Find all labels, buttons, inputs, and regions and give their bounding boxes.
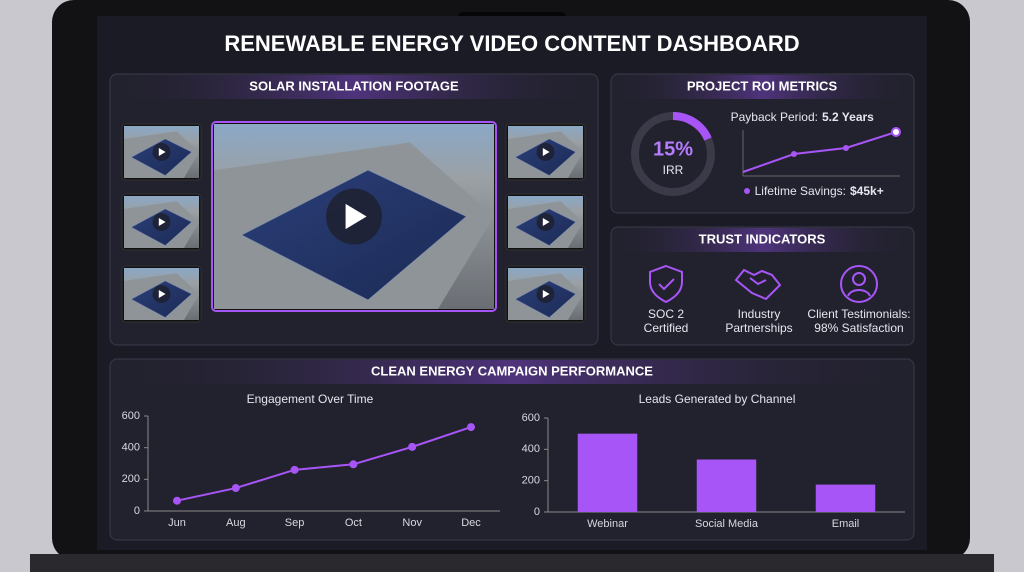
x-tick-label: Dec: [461, 517, 481, 529]
line: [176, 426, 472, 502]
roi-panel: [610, 73, 915, 214]
y-tick-label: 600: [522, 412, 540, 424]
sparkline-dot: [891, 127, 901, 137]
chart-title: Engagement Over Time: [247, 392, 374, 406]
x-tick-label: Email: [832, 518, 860, 530]
play-icon: [542, 289, 550, 299]
point: [349, 460, 358, 469]
point: [173, 496, 181, 505]
trust-label: Client Testimonials:: [807, 307, 910, 321]
title: RENEWABLE ENERGY VIDEO CONTENT DASHBOARD: [224, 31, 799, 56]
y-tick-label: 400: [522, 443, 540, 455]
point: [467, 423, 475, 432]
video-thumbnail[interactable]: [121, 123, 202, 181]
y-tick-label: 0: [134, 505, 140, 517]
video-thumbnail[interactable]: [121, 193, 202, 251]
video-thumbnail[interactable]: [121, 265, 202, 323]
chart-title: Leads Generated by Channel: [639, 392, 796, 406]
video-thumbnail[interactable]: [505, 193, 586, 251]
panel-title: CLEAN ENERGY CAMPAIGN PERFORMANCE: [371, 363, 653, 378]
video-gallery[interactable]: [121, 121, 586, 323]
check-icon: [658, 278, 675, 291]
play-icon: [158, 217, 166, 227]
trust-label: 98% Satisfaction: [814, 321, 903, 335]
y-tick-label: 400: [122, 442, 140, 454]
x-tick-label: Social Media: [695, 518, 759, 530]
trust-label: SOC 2: [648, 307, 684, 321]
play-icon: [542, 217, 550, 227]
panel-header: [612, 75, 913, 99]
play-icon: [158, 289, 166, 299]
play-icon: [158, 147, 166, 157]
bullet: [744, 188, 750, 194]
x-tick-label: Nov: [402, 517, 422, 529]
bar: [815, 484, 876, 512]
sparkline-dot: [791, 151, 797, 157]
irr-label: IRR: [663, 163, 684, 177]
x-tick-label: Webinar: [587, 518, 628, 530]
point: [231, 484, 240, 493]
panel-header: [111, 360, 913, 384]
person-body: [847, 289, 871, 297]
x-tick-label: Aug: [226, 517, 246, 529]
savings-label: Lifetime Savings:: [755, 184, 846, 198]
x-tick-label: Jun: [168, 517, 186, 529]
panel-header: [612, 228, 913, 252]
point: [290, 465, 299, 474]
payback-label: Payback Period:: [731, 110, 818, 124]
irr-gauge-arc: [672, 111, 712, 141]
panel-title: SOLAR INSTALLATION FOOTAGE: [249, 78, 459, 93]
bar: [696, 459, 757, 512]
savings-value: $45k+: [850, 184, 884, 198]
person-head: [852, 272, 866, 286]
y-tick-label: 200: [122, 473, 140, 485]
campaign-panel: [109, 358, 915, 541]
trust-icons: [649, 264, 878, 304]
panel-header: [111, 75, 597, 99]
payback-value: 5.2 Years: [822, 110, 874, 124]
trust-panel: [610, 226, 915, 346]
panel-title: TRUST INDICATORS: [699, 231, 826, 246]
trust-label: Industry: [738, 307, 781, 321]
play-icon: [345, 203, 367, 230]
y-tick-label: 0: [534, 506, 540, 518]
play-icon: [542, 147, 550, 157]
point: [408, 442, 417, 451]
main-video[interactable]: [211, 121, 497, 312]
sparkline-dot: [843, 145, 849, 151]
x-tick-label: Oct: [345, 517, 362, 529]
handshake-icon: [734, 268, 782, 301]
video-thumbnail[interactable]: [505, 265, 586, 323]
video-thumbnail[interactable]: [505, 123, 586, 181]
laptop-base: [30, 554, 994, 572]
panel-title: PROJECT ROI METRICS: [687, 78, 838, 93]
y-tick-label: 200: [522, 475, 540, 487]
x-tick-label: Sep: [285, 517, 305, 529]
person-icon: [840, 265, 878, 303]
trust-label: Certified: [644, 321, 689, 335]
shield-icon: [649, 264, 683, 304]
bar: [577, 433, 638, 512]
sparkline: [742, 131, 897, 173]
irr-value: 15%: [653, 138, 693, 160]
trust-label: Partnerships: [725, 321, 792, 335]
charts: Engagement Over Time 0 200 400 600 Jun Aug Sep O…: [122, 392, 905, 530]
y-tick-label: 600: [122, 410, 140, 422]
